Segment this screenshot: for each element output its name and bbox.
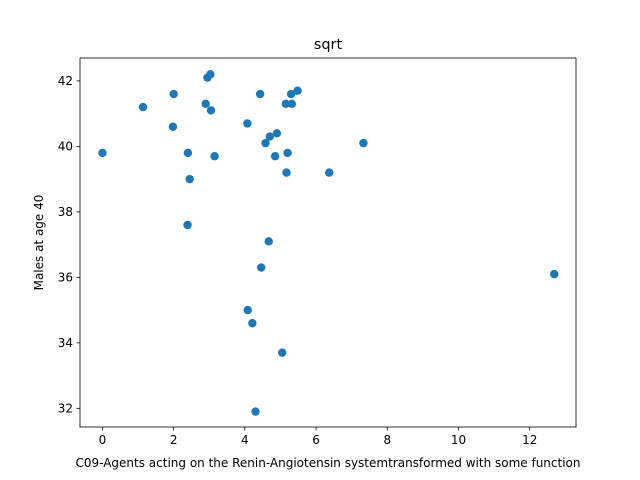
data-point <box>248 319 257 328</box>
data-point <box>281 99 291 109</box>
data-point <box>550 269 559 279</box>
y-tick-label: 34 <box>58 336 73 350</box>
data-point <box>265 132 274 141</box>
plot-frame <box>79 57 577 428</box>
data-point <box>210 152 219 161</box>
data-point <box>243 305 252 315</box>
data-point <box>206 106 216 115</box>
data-point <box>270 152 280 161</box>
y-tick-label: 42 <box>58 74 73 88</box>
data-point <box>243 119 252 128</box>
data-point <box>257 263 266 272</box>
data-point <box>261 138 270 148</box>
x-tick-label: 6 <box>312 433 320 447</box>
data-point <box>201 99 210 109</box>
data-point <box>183 148 193 158</box>
y-tick-label: 38 <box>58 205 73 219</box>
data-point <box>98 148 107 158</box>
data-point <box>272 129 282 138</box>
data-point <box>251 407 260 416</box>
data-point <box>255 89 265 99</box>
x-axis-label: C09-Agents acting on the Renin-Angiotens… <box>76 456 581 470</box>
data-point <box>168 122 178 131</box>
data-point <box>293 86 302 95</box>
y-axis-ticks: 32 34 36 38 40 42 <box>58 74 80 416</box>
x-tick-label: 0 <box>99 433 107 447</box>
y-tick-label: 32 <box>58 402 73 416</box>
chart-title: sqrt <box>314 37 343 53</box>
x-tick-label: 10 <box>451 433 466 447</box>
y-axis-label: Males at age 40 <box>32 195 46 291</box>
x-tick-label: 4 <box>241 433 249 447</box>
x-tick-label: 12 <box>522 433 537 447</box>
data-point <box>283 148 292 158</box>
data-point <box>325 168 334 177</box>
y-tick-label: 36 <box>58 271 73 285</box>
data-points <box>98 70 559 416</box>
data-point <box>286 89 296 99</box>
data-point <box>169 89 178 99</box>
data-point <box>138 102 148 112</box>
x-axis-ticks: 0 2 4 6 8 10 12 <box>99 427 537 447</box>
y-tick-label: 40 <box>58 140 73 154</box>
x-tick-label: 8 <box>383 433 391 447</box>
data-point <box>282 168 291 177</box>
data-point <box>278 348 287 357</box>
x-tick-label: 2 <box>170 433 178 447</box>
data-point <box>183 220 192 230</box>
data-point <box>185 174 194 184</box>
data-point <box>206 70 215 79</box>
data-point <box>359 138 368 148</box>
data-point <box>287 99 297 109</box>
data-point <box>264 237 273 246</box>
